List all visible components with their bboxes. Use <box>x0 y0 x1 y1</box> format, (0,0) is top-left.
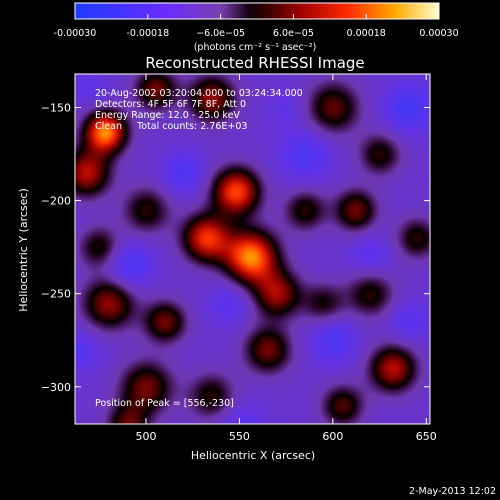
annotation-energy-range: Energy Range: 12.0 - 25.0 keV <box>95 110 240 121</box>
peak-position-label: Position of Peak = [556,-230] <box>95 398 234 409</box>
timestamp: 2-May-2013 12:02 <box>409 486 496 497</box>
x-tick-label: 550 <box>229 430 250 443</box>
colorbar-tick-label: 0.00030 <box>419 28 458 39</box>
y-tick-label: −250 <box>41 288 71 301</box>
x-tick-label: 500 <box>136 430 157 443</box>
x-tick-label: 650 <box>416 430 437 443</box>
chart-title: Reconstructed RHESSI Image <box>145 54 364 72</box>
y-axis: −150 −200 −250 −300 <box>41 102 430 394</box>
colorbar-unit-label: (photons cm⁻² s⁻¹ asec⁻²) <box>194 42 317 53</box>
colorbar-ticks: -0.00030 -0.00018 −6.0e−05 6.0e−05 0.00018 0.… <box>54 14 459 39</box>
heatmap-image <box>75 74 430 424</box>
colorbar-tick-label: −6.0e−05 <box>196 28 245 39</box>
y-tick-label: −200 <box>41 195 71 208</box>
x-axis-label: Heliocentric X (arcsec) <box>191 449 315 462</box>
y-tick-label: −300 <box>41 381 71 394</box>
annotation-detectors: Detectors: 4F 5F 6F 7F 8F, Att 0 <box>95 99 246 110</box>
colorbar-tick-label: -0.00030 <box>54 28 97 39</box>
colorbar <box>74 2 440 20</box>
y-axis-label: Heliocentric Y (arcsec) <box>17 188 30 312</box>
plot-frame <box>74 73 431 425</box>
x-axis: 500 550 600 650 <box>136 74 437 443</box>
annotation-time-range: 20-Aug-2002 03:20:04.000 to 03:24:34.000 <box>95 88 303 99</box>
x-tick-label: 600 <box>322 430 343 443</box>
colorbar-tick-label: -0.00018 <box>126 28 169 39</box>
annotation-clean-counts: Clean Total counts: 2.76E+03 <box>95 121 247 132</box>
y-tick-label: −150 <box>41 102 71 115</box>
colorbar-tick-label: 6.0e−05 <box>273 28 314 39</box>
colorbar-tick-label: 0.00018 <box>347 28 386 39</box>
